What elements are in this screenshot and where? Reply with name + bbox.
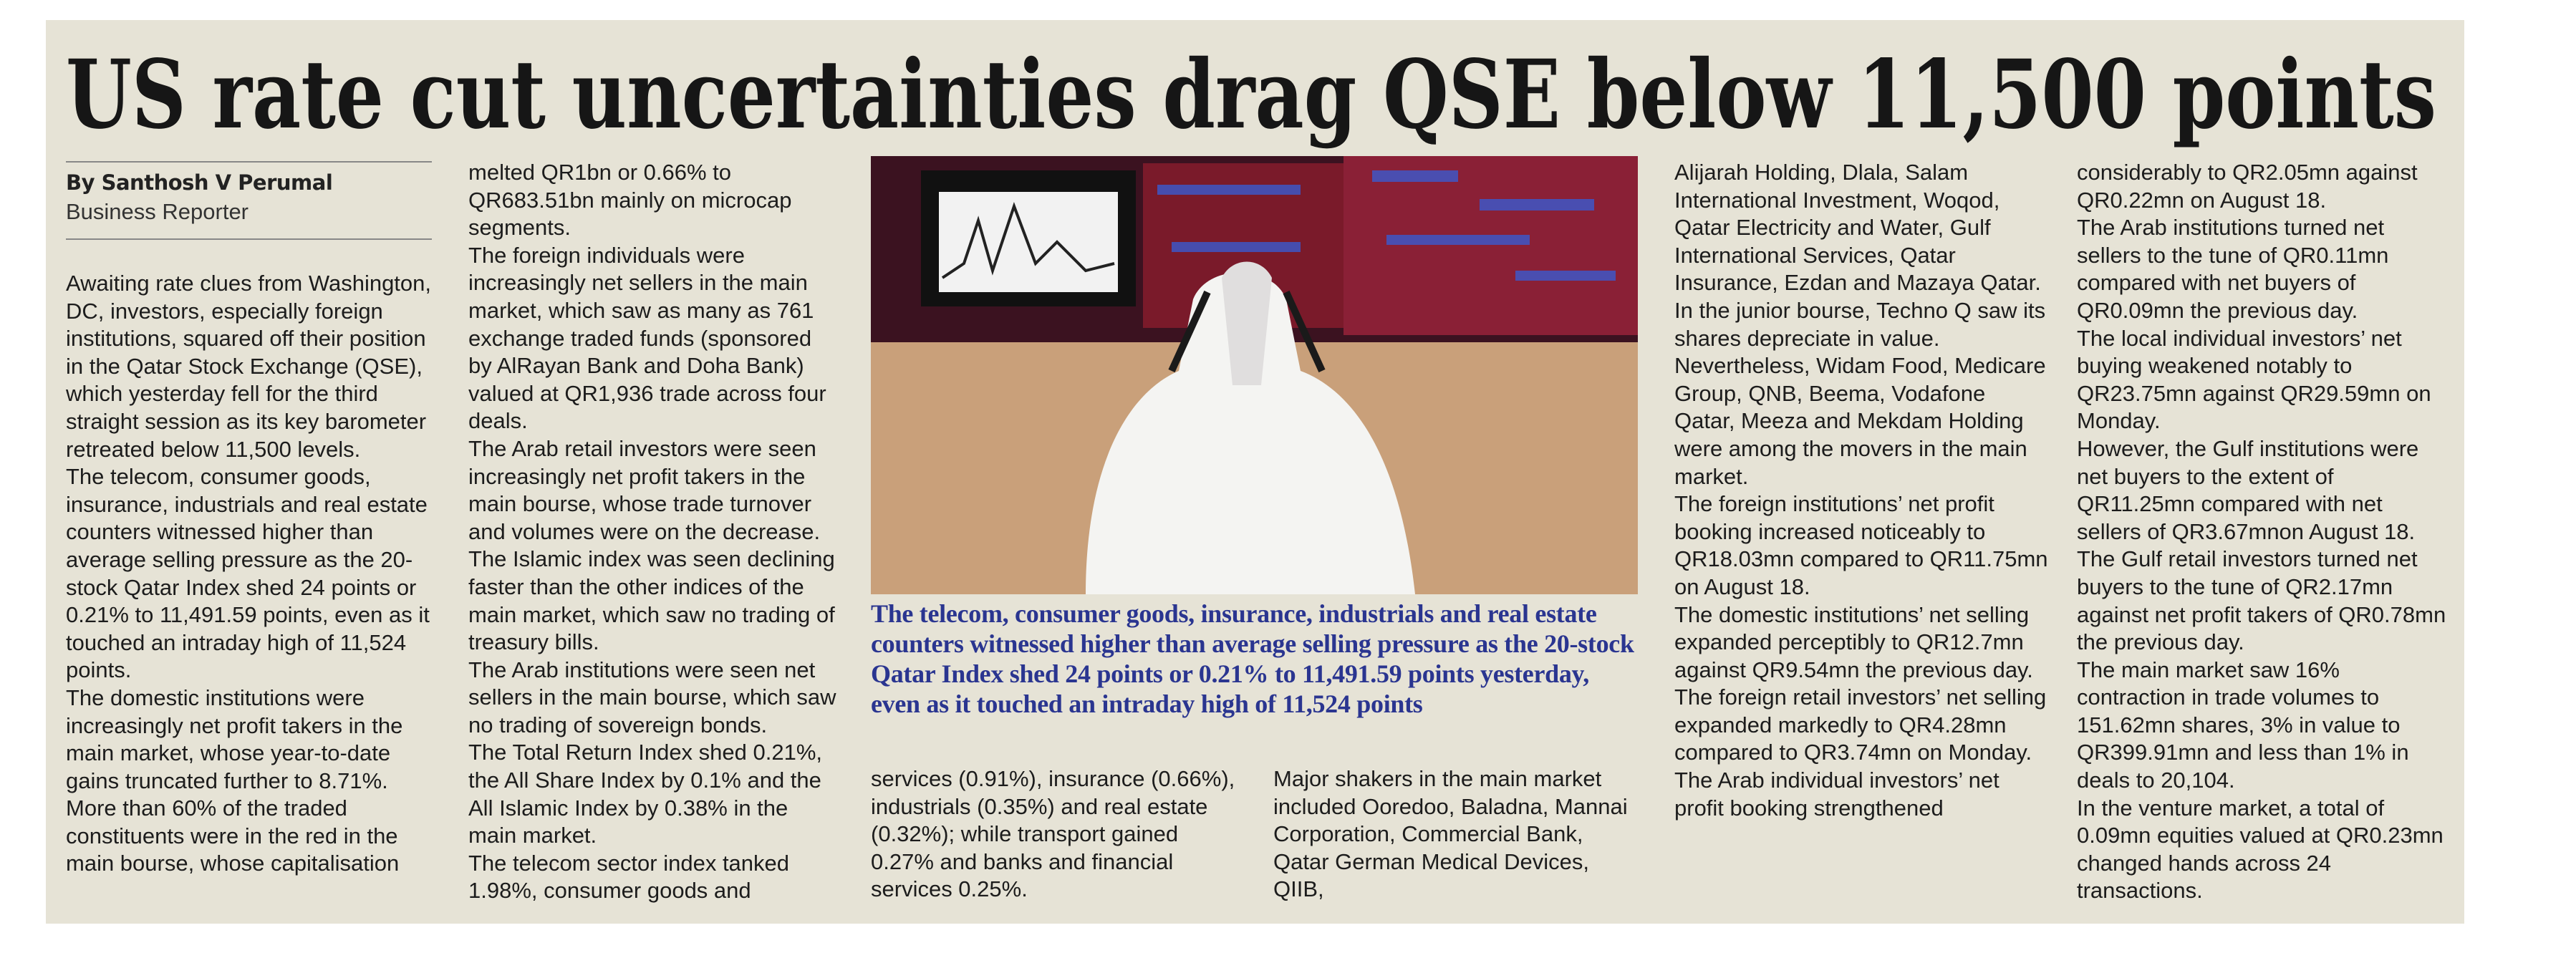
text-column: Awaiting rate clues from Washington, DC,… xyxy=(66,270,432,878)
photo-caption: The telecom, consumer goods, insurance, … xyxy=(871,599,1634,718)
paragraph: More than 60% of the traded constituents… xyxy=(66,795,400,876)
paragraph: The foreign individuals were increasingl… xyxy=(468,242,826,434)
headline-area: US rate cut uncertainties drag QSE below… xyxy=(66,39,2436,150)
photo xyxy=(871,156,1638,594)
paragraph: The Arab institutions turned net sellers… xyxy=(2077,215,2389,323)
text-column: services (0.91%), insurance (0.66%), ind… xyxy=(871,765,1240,904)
paragraph: The Islamic index was seen declining fas… xyxy=(468,546,835,655)
text-column: Alijarah Holding, Dlala, Salam Internati… xyxy=(1674,159,2048,822)
byline-rule xyxy=(66,238,432,240)
paragraph: The Arab institutions were seen net sell… xyxy=(468,657,836,737)
paragraph: Alijarah Holding, Dlala, Salam Internati… xyxy=(1674,160,2046,351)
headline: US rate cut uncertainties drag QSE below… xyxy=(66,39,2436,150)
text-column: considerably to QR2.05mn against QR0.22m… xyxy=(2077,159,2451,905)
paragraph: The main market saw 16% contraction in t… xyxy=(2077,657,2409,793)
paragraph: considerably to QR2.05mn against QR0.22m… xyxy=(2077,160,2418,213)
paragraph: In the venture market, a total of 0.09mn… xyxy=(2077,795,2444,904)
paragraph: The domestic institutions were increasin… xyxy=(66,684,403,793)
paragraph: However, the Gulf institutions were net … xyxy=(2077,435,2419,544)
paragraph: Awaiting rate clues from Washington, DC,… xyxy=(66,271,432,462)
paragraph: services (0.91%), insurance (0.66%), ind… xyxy=(871,766,1235,902)
paragraph: The Total Return Index shed 0.21%, the A… xyxy=(468,740,823,848)
text-column: melted QR1bn or 0.66% to QR683.51bn main… xyxy=(468,159,838,905)
byline-author: By Santhosh V Perumal xyxy=(66,170,333,195)
paragraph: The telecom sector index tanked 1.98%, c… xyxy=(468,850,790,904)
byline-role: Business Reporter xyxy=(66,199,249,224)
paragraph: Major shakers in the main market include… xyxy=(1273,766,1628,902)
paragraph: The local individual investors’ net buyi… xyxy=(2077,325,2431,434)
paragraph: The Arab retail investors were seen incr… xyxy=(468,435,821,544)
paragraph: The foreign institutions’ net profit boo… xyxy=(1674,491,2048,599)
paragraph: The domestic institutions’ net selling e… xyxy=(1674,601,2033,682)
text-column: Major shakers in the main market include… xyxy=(1273,765,1631,904)
paragraph: The Gulf retail investors turned net buy… xyxy=(2077,546,2446,655)
byline-rule xyxy=(66,161,432,163)
paragraph: Nevertheless, Widam Food, Medicare Group… xyxy=(1674,353,2046,489)
paragraph: The telecom, consumer goods, insurance, … xyxy=(66,464,430,683)
paragraph: The foreign retail investors’ net sellin… xyxy=(1674,684,2047,765)
paragraph: The Arab individual investors’ net profi… xyxy=(1674,768,1999,821)
paragraph: melted QR1bn or 0.66% to QR683.51bn main… xyxy=(468,160,792,241)
